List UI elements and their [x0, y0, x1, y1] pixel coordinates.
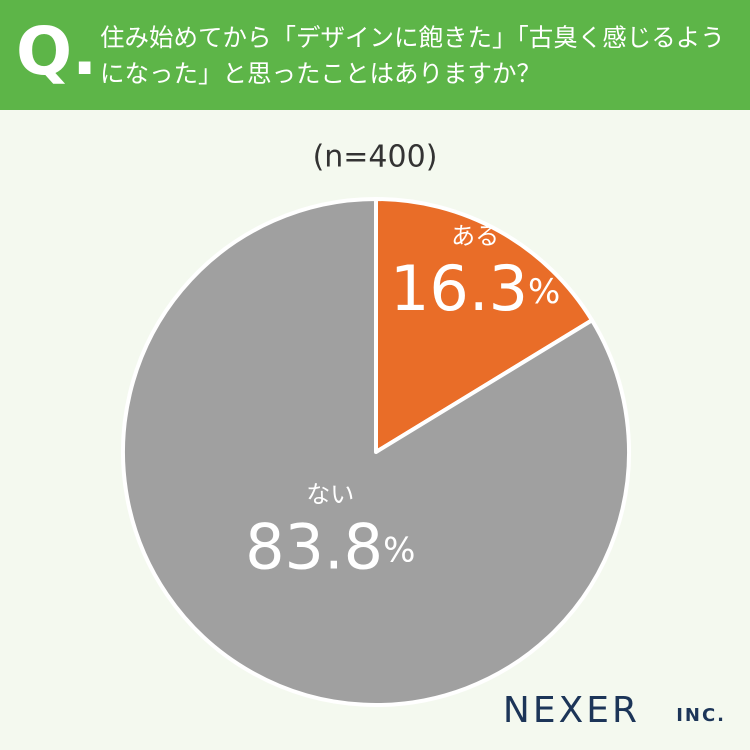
category-label: ある	[451, 222, 499, 250]
logo-name: NEXER	[503, 690, 640, 731]
value-unit: %	[383, 530, 415, 570]
value-number: 16.3	[390, 252, 528, 325]
pie-slice	[374, 197, 594, 454]
value-label: 16.3%	[390, 252, 560, 325]
value-number: 83.8	[245, 510, 383, 583]
chart-title: 住み始めてから「デザインに飽きた」「古臭く感じるようになった」と思ったことはあり…	[100, 23, 725, 88]
value-unit: %	[528, 272, 560, 312]
header: Q. 住み始めてから「デザインに飽きた」「古臭く感じるようになった」と思ったこと…	[0, 0, 750, 110]
logo-suffix: INC.	[676, 705, 726, 726]
category-label: ない	[306, 480, 354, 508]
value-label: 83.8%	[245, 510, 415, 583]
chart-subtitle: (n=400)	[313, 140, 438, 175]
pie-slice	[121, 197, 631, 707]
question-prefix: Q.	[16, 13, 98, 90]
